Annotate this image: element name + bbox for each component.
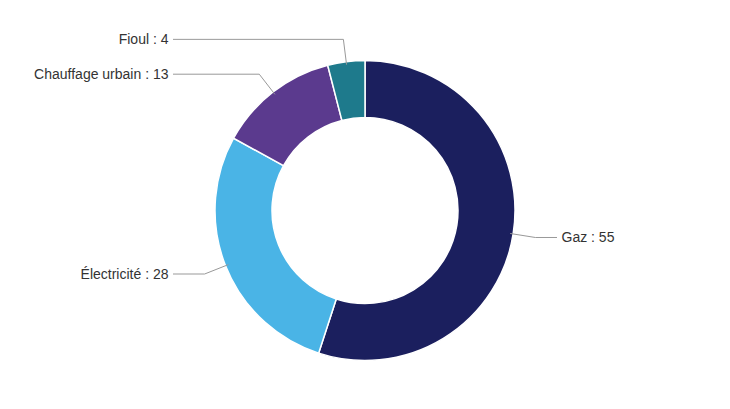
slices bbox=[215, 61, 515, 361]
data-label: Électricité : 28 bbox=[81, 266, 169, 282]
slice bbox=[328, 61, 365, 121]
leader-line bbox=[173, 74, 275, 94]
data-label: Fioul : 4 bbox=[119, 31, 169, 47]
leader-line bbox=[510, 233, 557, 237]
leader-line bbox=[173, 39, 347, 64]
labels: Gaz : 55 Électricité : 28 Chauffage urbain… bbox=[34, 31, 615, 282]
slice bbox=[215, 138, 336, 353]
chart: Gaz : 55 Électricité : 28 Chauffage urbain… bbox=[0, 0, 730, 409]
slice bbox=[319, 61, 515, 361]
slice bbox=[234, 65, 342, 165]
data-label: Gaz : 55 bbox=[562, 229, 615, 245]
data-label: Chauffage urbain : 13 bbox=[34, 66, 169, 82]
donut: Gaz : 55 Électricité : 28 Chauffage urbain… bbox=[34, 31, 615, 360]
leader-line bbox=[173, 265, 228, 274]
